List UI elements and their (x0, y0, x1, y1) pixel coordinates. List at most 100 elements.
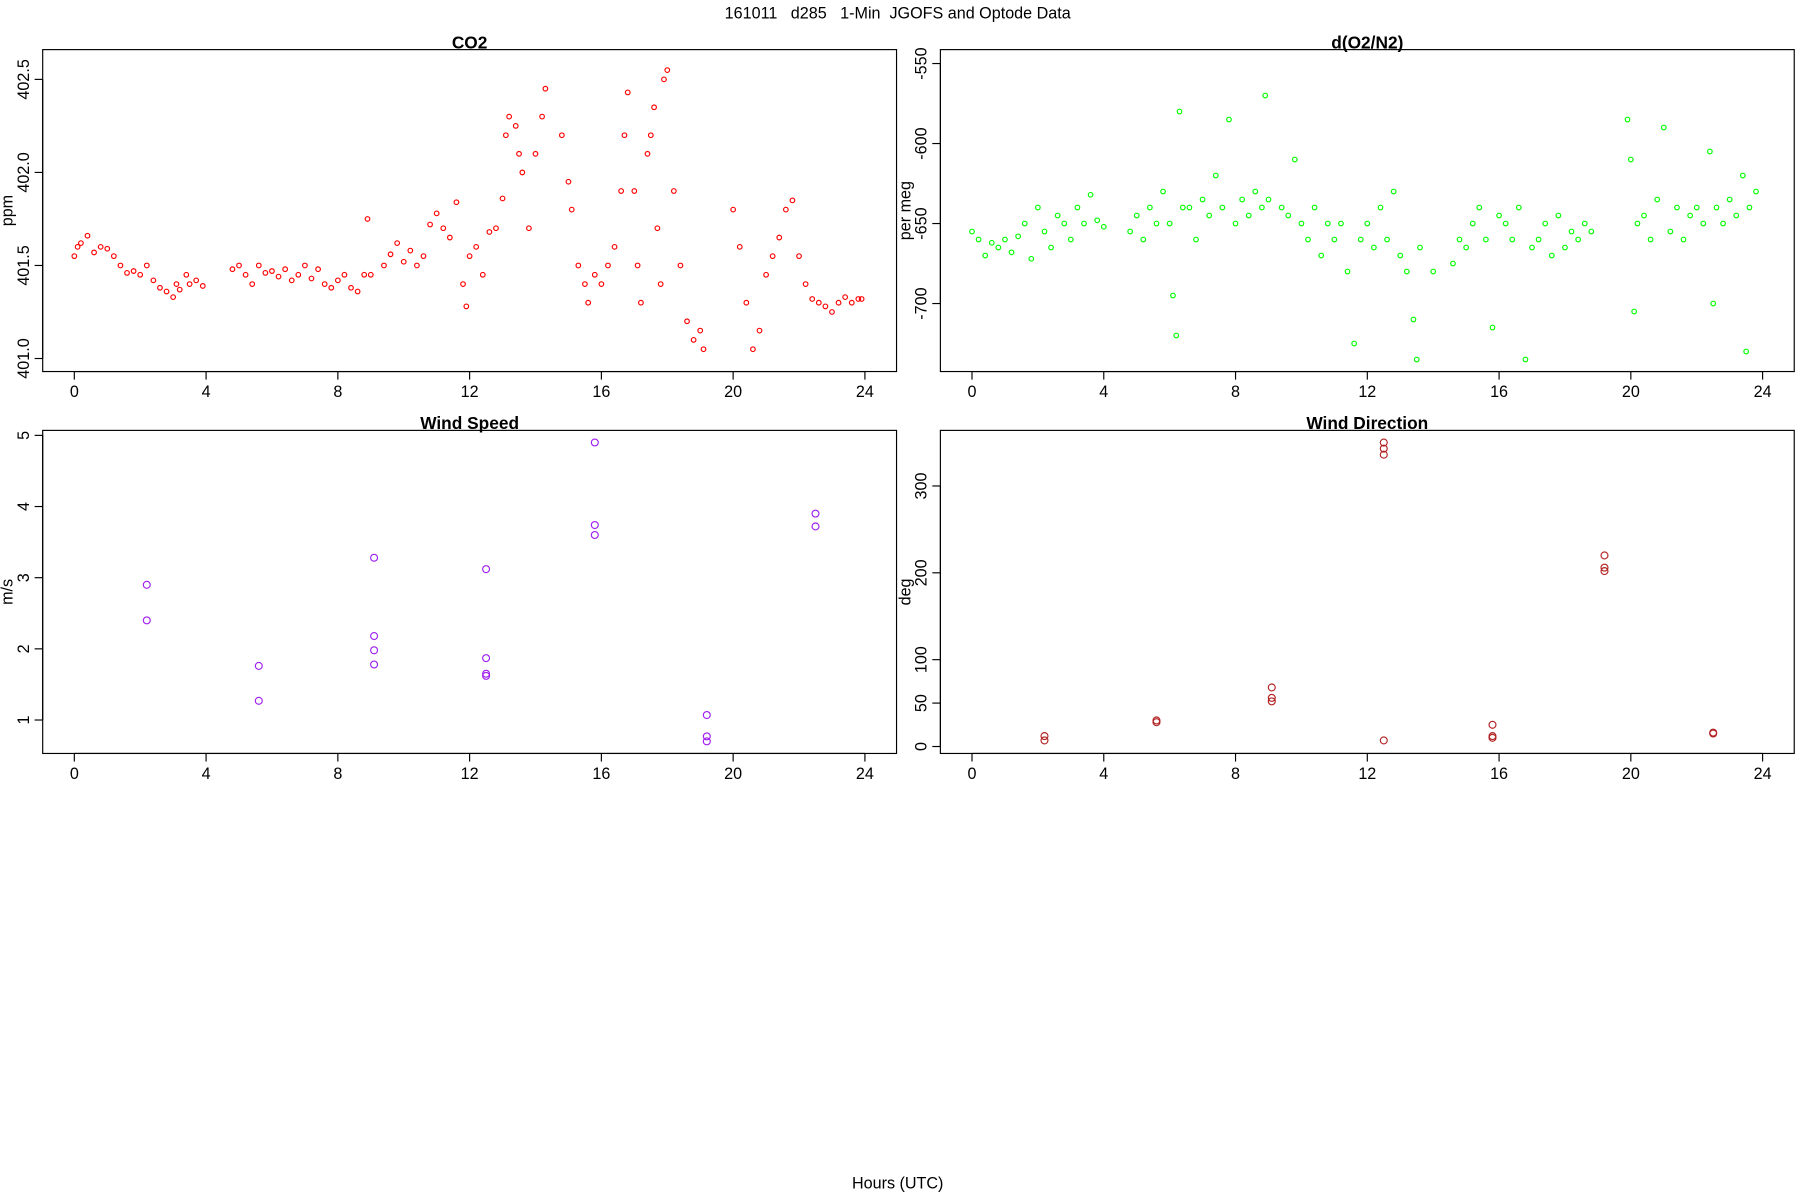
point (1040, 732, 1049, 741)
point (815, 299, 822, 306)
point (1173, 332, 1180, 339)
point (591, 271, 598, 278)
point (811, 509, 820, 518)
point (1469, 220, 1476, 227)
y-tick-label: 402.5 (15, 59, 33, 99)
point (697, 327, 704, 334)
point (414, 262, 420, 269)
point (702, 737, 711, 746)
point (1193, 236, 1199, 243)
point (1588, 228, 1595, 235)
point (634, 262, 641, 269)
point (763, 271, 769, 278)
x-tick-label: 0 (70, 383, 79, 401)
point (1390, 188, 1397, 195)
point (1239, 196, 1246, 203)
point (1087, 191, 1094, 198)
point (460, 281, 466, 287)
point (811, 522, 820, 531)
y-tick-label: -550 (913, 47, 931, 79)
point (684, 318, 690, 325)
point (809, 296, 816, 302)
point (1212, 172, 1219, 179)
point (157, 284, 163, 291)
point (229, 266, 236, 273)
y-tick-label: 2 (15, 644, 33, 653)
point (1298, 220, 1305, 227)
x-tick-label: 20 (724, 765, 742, 783)
point (736, 243, 743, 250)
y-tick-label: 50 (913, 694, 931, 712)
point (142, 616, 151, 625)
x-tick-label: 16 (1490, 765, 1508, 783)
point (1021, 220, 1028, 227)
point (532, 150, 539, 157)
point (1430, 268, 1437, 275)
point (670, 188, 677, 194)
point (110, 253, 117, 260)
point (288, 277, 295, 284)
point (420, 253, 427, 260)
point (1634, 220, 1641, 227)
point (1267, 697, 1276, 706)
point (1647, 236, 1654, 243)
x-tick-label: 24 (1754, 765, 1772, 783)
y-tick-label: 5 (15, 431, 33, 440)
x-tick-label: 4 (202, 383, 211, 401)
point (982, 252, 989, 259)
point (1067, 236, 1074, 243)
point (1753, 188, 1759, 195)
point (334, 277, 341, 284)
point (975, 236, 982, 243)
panel-title: CO2 (452, 32, 488, 52)
point (1245, 212, 1252, 219)
point (427, 221, 433, 228)
y-axis-label: per meg (896, 181, 914, 240)
point (1041, 228, 1048, 235)
point (1176, 108, 1183, 115)
page-title: 161011 d285 1-Min JGOFS and Optode Data (725, 4, 1071, 22)
point (1417, 244, 1423, 251)
point (328, 284, 335, 291)
point (1568, 228, 1575, 235)
point (1515, 204, 1522, 211)
point (730, 206, 737, 213)
point (1631, 308, 1638, 315)
x-tick-label: 12 (1358, 383, 1376, 401)
point (1709, 729, 1718, 738)
point (482, 654, 491, 663)
point (590, 520, 599, 530)
point (988, 239, 995, 246)
point (1410, 316, 1417, 323)
point (1008, 249, 1015, 256)
point (199, 283, 206, 289)
y-tick-label: 3 (15, 573, 33, 582)
y-tick-label: -700 (913, 287, 931, 319)
panel-title: Wind Direction (1306, 413, 1428, 433)
point (1035, 204, 1041, 211)
point (590, 438, 599, 447)
point (1496, 212, 1502, 219)
point (142, 580, 151, 589)
point (644, 150, 651, 157)
x-tick-label: 0 (968, 765, 977, 783)
point (1379, 736, 1388, 745)
point (1720, 220, 1726, 227)
point (440, 225, 447, 232)
point (565, 178, 572, 185)
x-tick-label: 12 (461, 765, 479, 783)
point (1562, 244, 1568, 251)
point (1413, 356, 1420, 363)
y-tick-label: 402.0 (15, 152, 33, 192)
point (1170, 292, 1176, 299)
point (802, 281, 809, 287)
x-tick-label: 8 (1231, 765, 1240, 783)
point (590, 530, 599, 540)
point (969, 228, 975, 235)
point (143, 262, 150, 269)
point (91, 249, 97, 256)
point (1488, 733, 1497, 742)
point (1739, 172, 1746, 179)
x-tick-label: 24 (856, 383, 874, 401)
point (1186, 204, 1193, 211)
